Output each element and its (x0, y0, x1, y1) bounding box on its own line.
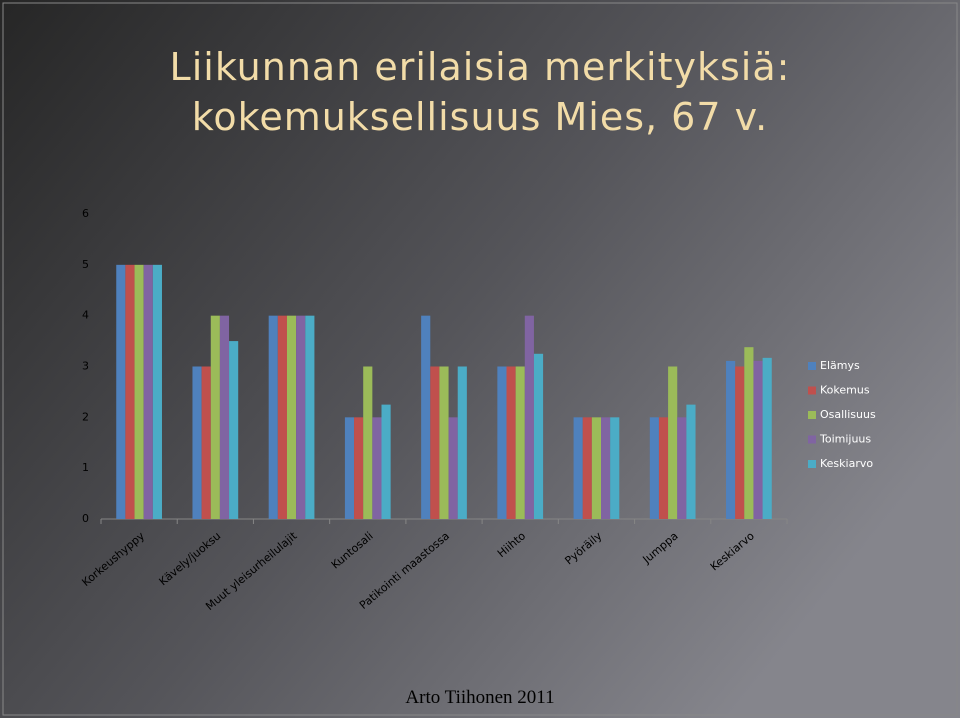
bar (363, 366, 373, 519)
bar (726, 360, 736, 519)
y-tick-label: 2 (82, 410, 89, 423)
bar (744, 347, 754, 519)
bar (143, 264, 153, 519)
bar (753, 360, 763, 519)
bar (344, 417, 355, 519)
bar (219, 315, 230, 519)
bar (134, 264, 144, 519)
chart-title: Liikunnan erilaisia merkityksiä: (170, 45, 791, 89)
bar (658, 417, 669, 519)
bar (201, 366, 211, 519)
y-tick-label: 5 (82, 258, 89, 271)
legend-label: Toimijuus (819, 433, 871, 446)
bar (381, 404, 391, 519)
y-tick-label: 4 (82, 309, 89, 322)
y-tick-label: 3 (82, 360, 89, 373)
legend-swatch (808, 435, 816, 444)
bar (277, 315, 287, 519)
bar (268, 315, 278, 519)
legend-label: Osallisuus (820, 408, 876, 421)
bar (601, 417, 611, 519)
y-tick-label: 1 (82, 461, 89, 474)
bar (668, 366, 678, 519)
bar (430, 366, 440, 519)
legend-label: Kokemus (820, 384, 870, 397)
y-tick-label: 0 (82, 512, 89, 525)
bar (210, 315, 220, 519)
bar (649, 417, 659, 519)
bar (116, 264, 126, 519)
legend-swatch (808, 411, 816, 419)
bar (457, 366, 467, 519)
bar (591, 417, 602, 519)
legend-swatch (808, 362, 816, 370)
legend-swatch (808, 386, 816, 395)
legend-label: Elämys (820, 359, 860, 372)
bar (192, 366, 202, 519)
bar (524, 315, 534, 519)
bar (125, 264, 135, 519)
bar (677, 417, 687, 519)
y-tick-label: 6 (82, 207, 89, 220)
bar (533, 353, 544, 519)
bar (229, 341, 239, 519)
bar (439, 366, 449, 519)
bar (762, 357, 772, 519)
bar (421, 315, 431, 519)
bar (286, 315, 297, 519)
bar (152, 264, 162, 519)
bar (610, 417, 620, 519)
chart-subtitle: kokemuksellisuus Mies, 67 v. (192, 95, 768, 139)
legend-label: Keskiarvo (820, 457, 873, 470)
bar (686, 404, 696, 519)
bar (735, 366, 745, 519)
bar (372, 417, 382, 519)
legend-swatch (808, 460, 816, 468)
bar (305, 315, 315, 519)
bar (296, 315, 306, 519)
bar (448, 417, 458, 519)
bar (515, 366, 525, 519)
footer: Arto Tiihonen 2011 (405, 687, 554, 708)
bar (506, 366, 516, 519)
bar (582, 417, 592, 519)
bar (573, 417, 583, 519)
bar (497, 366, 507, 519)
bar (354, 417, 364, 519)
